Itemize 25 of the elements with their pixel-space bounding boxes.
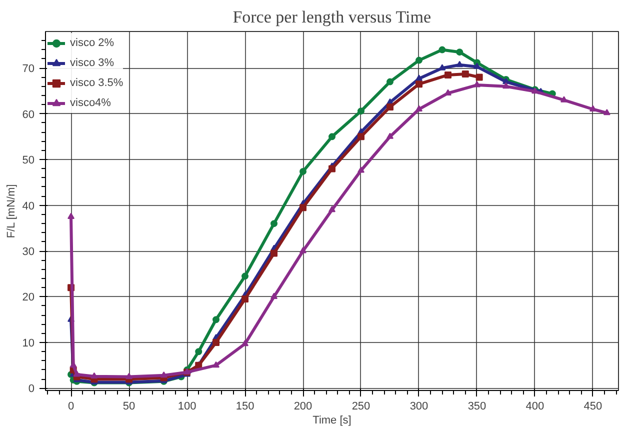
x-tick-label: 50 [122,400,136,412]
x-tick-label: 450 [584,400,602,412]
x-tick-label: 150 [236,400,254,412]
x-tick-label: 350 [468,400,486,412]
x-tick-label: 250 [352,400,370,412]
y-tick-label: 70 [22,63,35,76]
y-tick-label: 0 [28,383,35,396]
y-tick-label: 50 [22,154,35,167]
y-tick-label: 10 [22,337,35,350]
x-tick-label: 200 [294,400,312,412]
y-tick-label: 30 [22,246,35,258]
legend-label: visco 3.5% [70,77,124,89]
y-tick-label: 20 [22,292,35,304]
legend-label: visco 2% [70,37,114,49]
x-tick-label: 400 [526,400,544,412]
x-tick-label: 300 [410,400,428,412]
chart-title: Force per length versus Time [232,8,432,26]
x-tick-label: 0 [68,400,74,412]
x-tick-label: 100 [178,400,196,412]
y-axis-title: F/L [mN/m] [5,184,18,238]
legend-label: visco 3% [70,57,114,69]
x-axis-title: Time [s] [312,414,352,426]
y-tick-label: 40 [22,200,35,212]
y-tick-label: 60 [22,108,35,121]
legend-label: visco4% [70,97,111,109]
